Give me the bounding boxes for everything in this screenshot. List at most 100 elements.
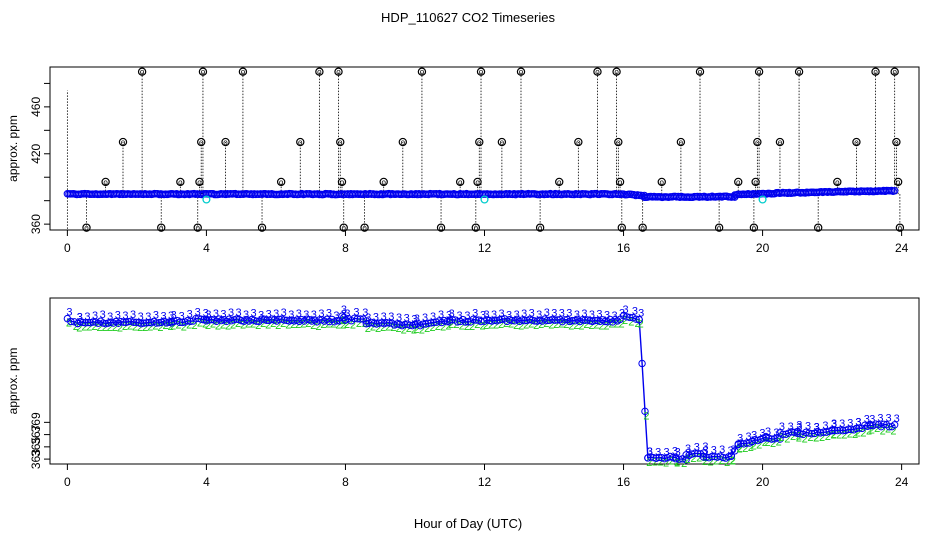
spike-marker <box>475 137 484 147</box>
series-line <box>730 443 739 457</box>
spike-marker <box>714 223 724 232</box>
data-point <box>688 450 696 458</box>
data-point <box>142 319 150 327</box>
spike-marker <box>339 223 348 232</box>
data-point <box>805 429 813 437</box>
data-point <box>561 316 569 324</box>
point-label-primary: 3 <box>638 308 644 320</box>
data-point <box>393 320 401 328</box>
point-label-primary: 3 <box>145 311 151 323</box>
point-label-secondary: 2 <box>344 319 350 331</box>
data-point <box>500 315 509 323</box>
data-point <box>731 447 739 455</box>
point-label-secondary: 2 <box>498 319 504 331</box>
point-label-secondary: 2 <box>543 318 549 330</box>
point-label-secondary: 2 <box>568 320 574 332</box>
point-label-primary: 3 <box>831 419 837 431</box>
data-point <box>280 316 288 324</box>
spike-marker <box>535 223 545 232</box>
point-label-primary: 3 <box>187 309 193 321</box>
spike-marker <box>296 137 305 147</box>
data-point <box>67 317 75 326</box>
data-point <box>419 320 427 328</box>
data-point <box>197 315 205 323</box>
point-label-secondary: 2 <box>401 325 407 337</box>
point-label-secondary: 2 <box>340 320 346 332</box>
data-point <box>833 426 842 435</box>
point-label-secondary: 2 <box>440 321 446 333</box>
data-point <box>178 318 187 327</box>
point-label-primary: 3 <box>480 310 486 322</box>
point-label-primary: 3 <box>655 446 661 458</box>
spike-label: o <box>892 68 897 77</box>
spike-label: o <box>616 138 621 147</box>
point-label-secondary: 2 <box>230 320 236 332</box>
point-label-secondary: 2 <box>869 425 875 437</box>
point-label-primary: 3 <box>885 413 891 425</box>
data-point <box>446 316 454 324</box>
point-label-secondary: 2 <box>375 323 381 335</box>
point-label-primary: 3 <box>491 309 497 321</box>
data-point <box>573 315 582 324</box>
spike-label: o <box>140 68 145 77</box>
data-point <box>362 317 371 325</box>
data-point <box>852 424 861 433</box>
spike-label: o <box>816 224 821 233</box>
data-point <box>551 316 559 324</box>
point-label-secondary: 2 <box>181 321 187 333</box>
point-label-secondary: 2 <box>73 321 79 333</box>
point-label-secondary: 2 <box>796 432 802 444</box>
bottom-x-tick-label: 0 <box>64 475 71 489</box>
point-label-secondary: 2 <box>81 321 87 333</box>
point-label-primary: 3 <box>396 312 402 324</box>
spike-marker <box>157 223 166 232</box>
point-label-secondary: 2 <box>690 453 696 465</box>
spike-marker <box>101 177 110 187</box>
point-label-secondary: 2 <box>122 321 128 333</box>
data-point <box>429 318 438 327</box>
point-label-secondary: 2 <box>295 319 301 331</box>
point-label-secondary: 2 <box>719 455 725 467</box>
point-label-primary: 3 <box>258 309 264 321</box>
data-point <box>385 319 394 327</box>
spike-label: o <box>336 68 341 77</box>
point-label-secondary: 2 <box>260 318 266 330</box>
data-point <box>890 421 899 429</box>
spike-marker <box>775 137 785 147</box>
data-point <box>328 315 336 324</box>
spike-marker <box>516 67 526 76</box>
spike-marker <box>221 137 230 147</box>
point-label-primary: 3 <box>675 447 681 459</box>
point-label-secondary: 2 <box>702 452 708 464</box>
bottom-x-axis: 0 4 8 12 16 20 24 <box>64 463 909 489</box>
point-label-primary: 3 <box>685 443 691 455</box>
point-label-secondary: 2 <box>474 319 480 331</box>
bottom-plot-area: 2323232322323223232232322323223232232323… <box>63 304 900 470</box>
point-label-secondary: 2 <box>841 430 847 442</box>
spike-marker <box>734 177 743 187</box>
bottom-y-tick-label: 365 <box>29 437 43 457</box>
point-label-primary: 3 <box>559 308 565 320</box>
point-label-primary: 3 <box>847 417 853 429</box>
cyan-marker <box>758 195 767 204</box>
point-label-secondary: 2 <box>628 316 634 328</box>
spike-label: o <box>458 178 463 187</box>
spike-marker <box>238 67 248 76</box>
point-label-secondary: 2 <box>748 442 754 454</box>
bottom-y-tick-label: 363 <box>29 449 43 469</box>
spike-label: o <box>620 224 625 233</box>
point-label-secondary: 2 <box>730 455 736 467</box>
point-label-secondary: 2 <box>513 320 519 332</box>
spike-label: o <box>755 138 760 147</box>
data-point <box>538 317 546 325</box>
data-point <box>831 426 839 435</box>
point-label-secondary: 2 <box>91 321 97 333</box>
point-label-secondary: 2 <box>300 319 306 331</box>
top-x-tick-label: 16 <box>617 241 631 255</box>
spike-label: o <box>679 138 684 147</box>
point-label-primary: 3 <box>529 307 535 319</box>
point-label-primary: 3 <box>138 311 144 323</box>
point-label-secondary: 2 <box>593 320 599 332</box>
point-label-secondary: 2 <box>770 438 776 450</box>
